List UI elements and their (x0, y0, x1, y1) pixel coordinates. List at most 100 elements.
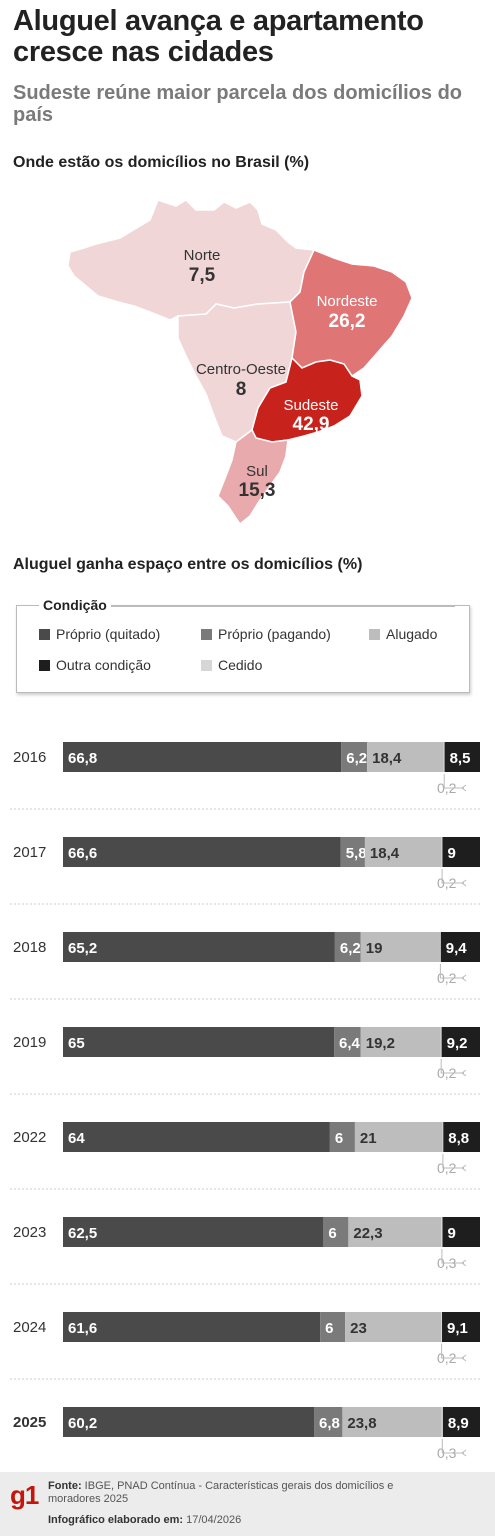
date-label: Infográfico elaborado em: (48, 1514, 184, 1526)
bar-segment-alugado (360, 932, 440, 962)
brazil-regions-map: Norte 7,5 Nordeste 26,2 Centro-Oeste 8 S… (67, 199, 413, 526)
cedido-leader-line (441, 1249, 464, 1264)
cedido-leader-arrow (461, 1069, 467, 1077)
bar-segment-cedido (441, 1312, 443, 1342)
bar-segment-proprio-pagando (334, 932, 361, 962)
data-label-alugado: 18,4 (370, 845, 400, 862)
source-label: Fonte: (48, 1480, 82, 1492)
legend-item-alugado: Alugado (369, 626, 437, 642)
data-label-proprio-pagando: 6 (325, 1320, 333, 1337)
data-label-proprio-quitado: 64 (68, 1130, 85, 1147)
bar-segment-alugado (360, 1027, 441, 1057)
data-label-outra-condicao: 9 (448, 1225, 456, 1242)
data-label-proprio-quitado: 66,8 (68, 750, 97, 767)
bar-segment-outra-condicao (443, 1122, 480, 1152)
cedido-leader-line (440, 1059, 464, 1074)
data-label-proprio-pagando: 6 (328, 1225, 336, 1242)
bar-segment-outra-condicao (442, 1312, 480, 1342)
bar-segment-cedido (439, 932, 441, 962)
bar-segment-proprio-pagando (329, 1122, 355, 1152)
bar-segment-proprio-pagando (334, 1027, 361, 1057)
data-label-outra-condicao: 9,2 (447, 1035, 468, 1052)
bar-segment-outra-condicao (440, 932, 480, 962)
bar-segment-proprio-pagando (341, 742, 368, 772)
data-label-proprio-pagando: 6,2 (340, 940, 361, 957)
data-label-outra-condicao: 9,1 (447, 1320, 468, 1337)
data-label-proprio-pagando: 6,8 (319, 1415, 340, 1432)
data-label-proprio-quitado: 65,2 (68, 940, 97, 957)
cedido-leader-arrow (461, 879, 467, 887)
cedido-leader-arrow (461, 1449, 467, 1457)
data-label-outra-condicao: 8,5 (450, 750, 471, 767)
g1-logo: g1 (10, 1480, 39, 1510)
bar-segment-proprio-quitado (63, 1407, 315, 1437)
data-label-alugado: 21 (360, 1130, 377, 1147)
bar-segment-alugado (367, 742, 444, 772)
bar-segment-proprio-pagando (320, 1312, 346, 1342)
legend-swatch (201, 628, 212, 640)
bar-section-title: Aluguel ganha espaço entre os domicílios… (13, 556, 363, 573)
data-label-proprio-quitado: 65 (68, 1035, 85, 1052)
bar-segment-cedido (442, 1122, 444, 1152)
bar-segment-proprio-pagando (323, 1217, 349, 1247)
bar-segment-alugado (342, 1407, 442, 1437)
legend-label: Alugado (386, 626, 438, 642)
bar-segment-outra-condicao (442, 1407, 480, 1437)
year-label: 2023 (13, 1224, 46, 1241)
data-label-outra-condicao: 8,8 (448, 1130, 469, 1147)
legend-label: Cedido (218, 657, 263, 673)
data-label-proprio-pagando: 5,8 (346, 845, 367, 862)
map-region-sudeste (251, 356, 363, 443)
cedido-leader-arrow (461, 974, 467, 982)
legend-label: Próprio (pagando) (218, 626, 331, 642)
year-label: 2017 (13, 844, 46, 861)
year-label: 2019 (13, 1034, 46, 1051)
legend-title: Condição (39, 597, 111, 613)
page-subtitle: Sudeste reúne maior parcela dos domicíli… (13, 82, 463, 126)
bar-segment-cedido (443, 742, 445, 772)
region-label-norte: Norte (184, 247, 221, 264)
cedido-leader-arrow (461, 1259, 467, 1267)
data-label-alugado: 23,8 (347, 1415, 376, 1432)
bar-segment-proprio-quitado (63, 742, 342, 772)
bar-segment-alugado (364, 837, 442, 867)
legend-swatch (39, 659, 50, 671)
year-label: 2022 (13, 1129, 46, 1146)
page-title: Aluguel avança e apartamento cresce nas … (13, 5, 424, 68)
chart-legend: Condição Próprio (quitado) Próprio (paga… (16, 597, 470, 693)
legend-label: Outra condição (56, 657, 151, 673)
data-label-outra-condicao: 9 (447, 845, 455, 862)
date-text: 17/04/2026 (186, 1514, 242, 1526)
source-text: IBGE, PNAD Contínua - Características ge… (48, 1480, 394, 1505)
bar-segment-proprio-quitado (63, 932, 335, 962)
bar-segment-alugado (354, 1122, 443, 1152)
data-label-proprio-quitado: 61,6 (68, 1320, 97, 1337)
source-note: Fonte: IBGE, PNAD Contínua - Característ… (48, 1480, 428, 1506)
data-label-alugado: 22,3 (353, 1225, 382, 1242)
region-value-norte: 7,5 (189, 265, 216, 286)
bar-segment-outra-condicao (442, 1217, 480, 1247)
cedido-leader-line (442, 1154, 464, 1169)
region-label-nordeste: Nordeste (317, 293, 378, 310)
bar-segment-proprio-quitado (63, 1217, 324, 1247)
cedido-leader-line (441, 1439, 464, 1454)
legend-item-outra-condicao: Outra condição (39, 657, 151, 673)
region-label-centro-oeste: Centro-Oeste (196, 361, 286, 378)
map-region-nordeste (289, 249, 413, 378)
cedido-leader-line (441, 1344, 464, 1359)
data-label-alugado: 23 (350, 1320, 367, 1337)
cedido-leader-line (439, 964, 464, 979)
legend-item-proprio-quitado: Próprio (quitado) (39, 626, 160, 642)
data-label-outra-condicao: 9,4 (446, 940, 468, 957)
data-label-proprio-quitado: 60,2 (68, 1415, 97, 1432)
year-label: 2016 (13, 749, 46, 766)
legend-item-cedido: Cedido (201, 657, 262, 673)
bar-segment-proprio-pagando (340, 837, 365, 867)
bar-segment-proprio-quitado (63, 1027, 335, 1057)
bar-segment-cedido (441, 1217, 443, 1247)
region-label-sudeste: Sudeste (283, 397, 338, 414)
bar-segment-cedido (441, 837, 443, 867)
cedido-leader-line (443, 774, 464, 789)
data-label-proprio-pagando: 6,4 (339, 1035, 361, 1052)
